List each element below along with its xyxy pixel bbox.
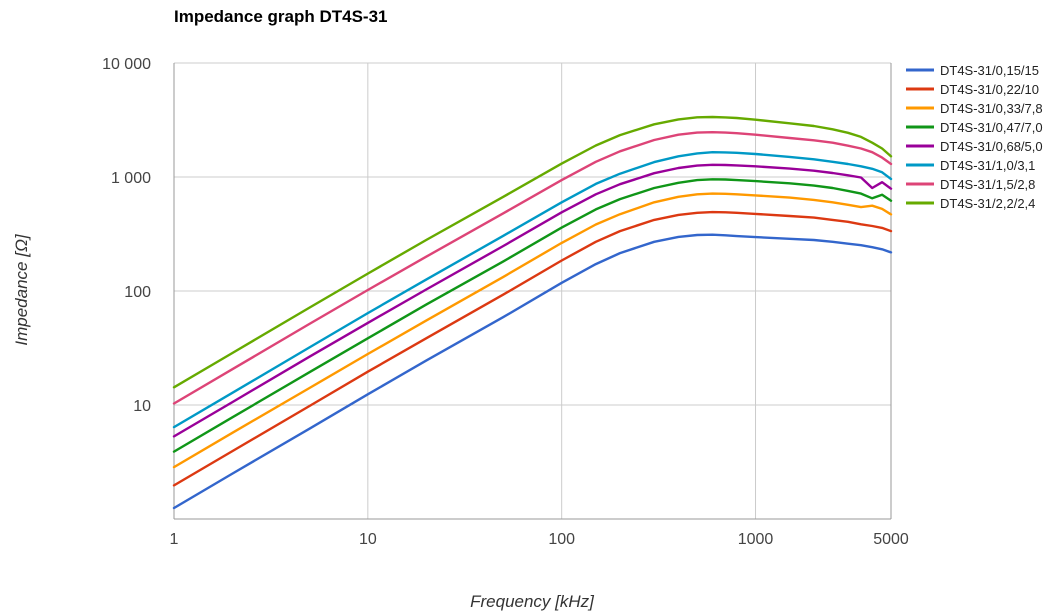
x-axis-label: Frequency [kHz] (470, 592, 595, 611)
legend-entry: DT4S-31/1,5/2,8 (940, 177, 1035, 192)
x-tick-label: 5000 (873, 531, 909, 548)
x-axis-ticks: 1 10 100 1000 5000 (170, 531, 909, 548)
series-line-7 (172, 130, 893, 405)
legend-entry: DT4S-31/0,47/7,0 (940, 120, 1043, 135)
grid-layer (174, 62, 891, 519)
series-line-5 (172, 163, 893, 438)
y-tick-label: 10 000 (102, 56, 151, 73)
series-line-4 (172, 178, 893, 453)
series-layer (172, 115, 893, 510)
y-axis-ticks: 10 100 1 000 10 000 (102, 56, 151, 415)
x-tick-label: 1000 (738, 531, 774, 548)
legend-entry: DT4S-31/0,15/15 (940, 63, 1039, 78)
x-tick-label: 100 (548, 531, 575, 548)
legend-entry: DT4S-31/2,2/2,4 (940, 196, 1035, 211)
series-line-8 (172, 115, 893, 389)
legend: DT4S-31/0,15/15 DT4S-31/0,22/10 DT4S-31/0,… (906, 63, 1043, 211)
plot-frame (173, 63, 892, 520)
x-tick-label: 1 (170, 531, 179, 548)
legend-entry: DT4S-31/1,0/3,1 (940, 158, 1035, 173)
y-axis-label: Impedance [Ω] (12, 233, 31, 345)
series-line-6 (172, 150, 893, 429)
x-tick-label: 10 (359, 531, 377, 548)
y-tick-label: 1 000 (111, 170, 151, 187)
y-tick-label: 100 (124, 284, 151, 301)
legend-entry: DT4S-31/0,22/10 (940, 82, 1039, 97)
legend-entry: DT4S-31/0,33/7,8 (940, 101, 1043, 116)
legend-entry: DT4S-31/0,68/5,0 (940, 139, 1043, 154)
chart-title: Impedance graph DT4S-31 (174, 7, 388, 26)
y-tick-label: 10 (133, 398, 151, 415)
series-line-1 (172, 233, 893, 510)
series-line-3 (172, 192, 893, 469)
series-line-2 (172, 210, 893, 487)
